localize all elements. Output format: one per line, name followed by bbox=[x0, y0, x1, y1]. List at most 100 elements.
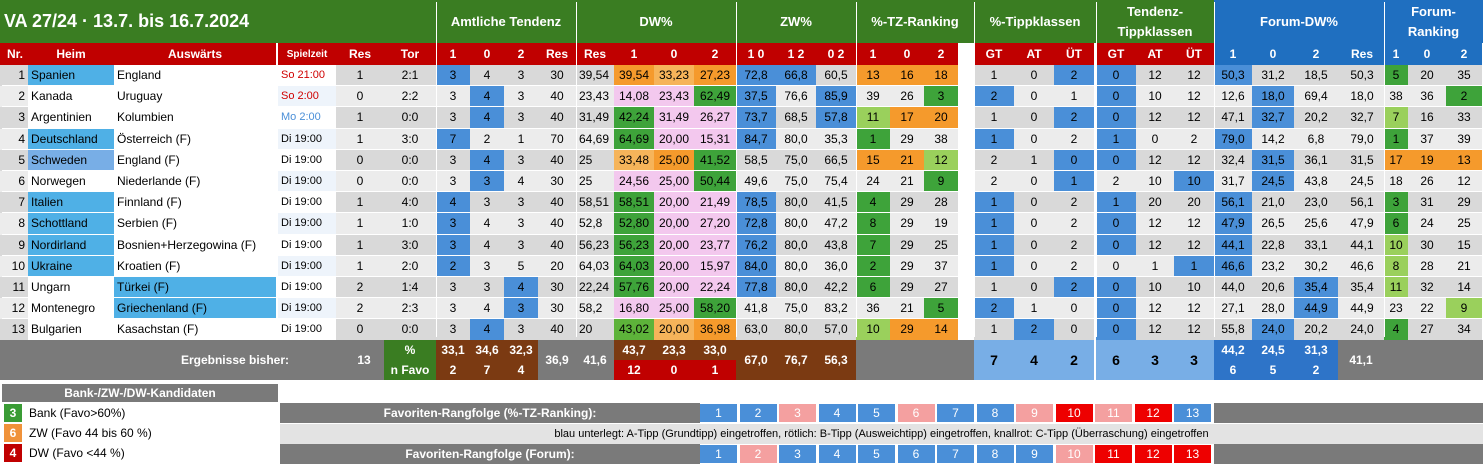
table-cell: 15 bbox=[856, 149, 890, 171]
summary-value: 3 bbox=[1174, 340, 1214, 380]
table-cell: Türkei (F) bbox=[114, 277, 276, 299]
column-header: Res bbox=[336, 43, 384, 65]
summary-value: 5 bbox=[1252, 360, 1294, 380]
summary-bg bbox=[0, 340, 398, 380]
table-cell: 43,8 bbox=[1294, 171, 1338, 193]
favorites-forum-value: 2 bbox=[739, 445, 777, 463]
table-cell: England bbox=[114, 65, 276, 87]
table-cell: 1 bbox=[974, 65, 1014, 87]
column-header: 0 bbox=[1408, 43, 1446, 65]
table-cell: 1:0 bbox=[384, 213, 436, 235]
table-cell: 49,6 bbox=[736, 171, 776, 193]
table-cell: 0:0 bbox=[384, 107, 436, 129]
table-cell: 85,9 bbox=[816, 86, 856, 108]
table-cell: 2 bbox=[1054, 65, 1094, 87]
table-cell: 14,2 bbox=[1252, 128, 1294, 150]
summary-value: 1 bbox=[694, 360, 736, 380]
table-cell: 1 bbox=[336, 65, 384, 87]
table-cell: 12 bbox=[1136, 319, 1174, 341]
favorites-tz-label: Favoriten-Rangfolge (%-TZ-Ranking): bbox=[280, 403, 700, 423]
table-cell: 0 bbox=[1014, 65, 1054, 87]
column-header: 0 bbox=[890, 43, 924, 65]
table-cell: 58,2 bbox=[576, 298, 614, 320]
table-cell: 4 bbox=[470, 86, 504, 108]
table-cell: 20,00 bbox=[654, 192, 694, 214]
table-cell: Di 19:00 bbox=[278, 171, 336, 193]
nfavo-label: n Favo bbox=[384, 360, 436, 380]
table-cell: 15 bbox=[1446, 234, 1482, 256]
table-cell: 20,00 bbox=[654, 234, 694, 256]
table-cell: 12 bbox=[2, 298, 28, 320]
table-cell: 32 bbox=[1408, 277, 1446, 299]
table-cell: 14 bbox=[1446, 277, 1482, 299]
table-cell: 2 bbox=[1054, 234, 1094, 256]
table-cell: 40 bbox=[538, 107, 576, 129]
separator bbox=[856, 2, 857, 337]
table-cell: Ukraine bbox=[28, 255, 114, 277]
table-cell: 9 bbox=[1446, 298, 1482, 320]
group-header: Forum- Ranking bbox=[1384, 0, 1483, 43]
group-header: ZW% bbox=[736, 0, 856, 43]
table-cell: 0 bbox=[1096, 86, 1136, 108]
table-cell: 10 bbox=[2, 255, 28, 277]
table-cell: 31,49 bbox=[576, 107, 614, 129]
table-cell: 37 bbox=[924, 255, 958, 277]
table-cell: 25,6 bbox=[1294, 213, 1338, 235]
table-cell: 1 bbox=[974, 319, 1014, 341]
table-cell: 37,5 bbox=[736, 86, 776, 108]
table-cell: 39 bbox=[856, 86, 890, 108]
table-cell: Mo 2:00 bbox=[278, 107, 336, 129]
table-cell: 20,00 bbox=[654, 319, 694, 341]
table-cell: 75,4 bbox=[816, 171, 856, 193]
table-cell: 29 bbox=[890, 128, 924, 150]
table-cell: Di 19:00 bbox=[278, 192, 336, 214]
table-cell: 7 bbox=[1384, 107, 1408, 129]
table-cell: 4 bbox=[470, 234, 504, 256]
table-cell: 22 bbox=[1408, 298, 1446, 320]
summary-value: 24,5 bbox=[1252, 340, 1294, 360]
table-cell: 40 bbox=[538, 234, 576, 256]
table-cell: Bulgarien bbox=[28, 319, 114, 341]
table-cell: 38 bbox=[1384, 86, 1408, 108]
table-cell: 4 bbox=[470, 65, 504, 87]
summary-value: 36,9 bbox=[538, 340, 576, 380]
separator bbox=[974, 2, 975, 337]
table-cell: 25 bbox=[924, 234, 958, 256]
table-cell: 31 bbox=[1408, 192, 1446, 214]
table-cell: 1 bbox=[1014, 149, 1054, 171]
table-cell: 0:0 bbox=[384, 171, 436, 193]
table-cell: 2:1 bbox=[384, 65, 436, 87]
table-cell: 76,6 bbox=[776, 86, 816, 108]
table-cell: 57,8 bbox=[816, 107, 856, 129]
table-cell: Kanada bbox=[28, 86, 114, 108]
table-cell: 35,3 bbox=[816, 128, 856, 150]
group-header: Forum-DW% bbox=[1214, 0, 1384, 43]
table-cell: 8 bbox=[2, 213, 28, 235]
table-cell: 29 bbox=[890, 319, 924, 341]
legend-label: ZW (Favo 44 bis 60 %) bbox=[29, 426, 152, 440]
table-cell: 2 bbox=[436, 255, 470, 277]
table-cell: 0 bbox=[1014, 107, 1054, 129]
group-header: %-TZ-Ranking bbox=[856, 0, 974, 43]
summary-value: 4 bbox=[504, 360, 538, 380]
summary-value: 34,6 bbox=[470, 340, 504, 360]
table-cell: 1 bbox=[856, 128, 890, 150]
edge bbox=[0, 149, 2, 171]
table-cell: 0 bbox=[336, 149, 384, 171]
table-cell: 1 bbox=[336, 128, 384, 150]
table-cell: 28 bbox=[924, 192, 958, 214]
table-cell: 31,2 bbox=[1252, 65, 1294, 87]
table-cell: 20 bbox=[576, 319, 614, 341]
table-cell: 0 bbox=[1014, 128, 1054, 150]
summary-value: 2 bbox=[1054, 340, 1094, 380]
edge bbox=[0, 107, 2, 129]
table-cell: 32,7 bbox=[1252, 107, 1294, 129]
edge bbox=[0, 128, 2, 150]
table-cell: 56,1 bbox=[1338, 192, 1386, 214]
table-cell: 4 bbox=[470, 298, 504, 320]
column-header: 1 bbox=[614, 43, 654, 65]
table-cell: 33,23 bbox=[654, 65, 694, 87]
table-cell: 10 bbox=[1136, 171, 1174, 193]
table-cell: 22,24 bbox=[576, 277, 614, 299]
table-cell: 0 bbox=[1014, 86, 1054, 108]
